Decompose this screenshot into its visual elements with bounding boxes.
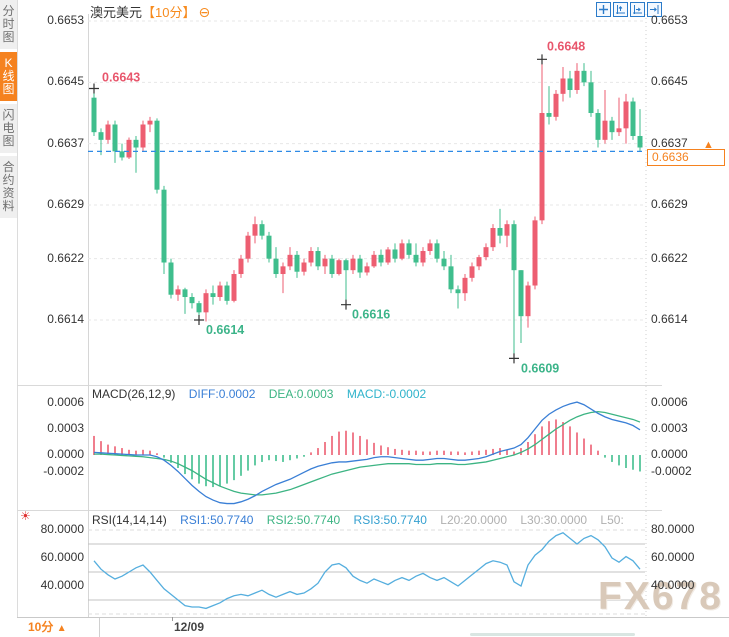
macd-header: MACD(26,12,9) DIFF:0.0002 DEA:0.0003 MAC… [92,387,436,401]
axis-label: 0.6614 [47,312,84,326]
chart-title: 澳元美元【10分】 ⊖ [90,2,211,20]
axis-label: 80.0000 [40,522,84,536]
axis-label: 60.0000 [40,550,84,564]
main-candlestick-chart[interactable]: 0.6643 0.6614 0.6616 0.6609 0.6648 [88,14,648,385]
macd-hist-value: MACD:-0.0002 [346,387,427,401]
macd-diff-value: DIFF:0.0002 [188,387,256,401]
axis-label: 0.6614 [651,312,688,326]
svg-text:0.6614: 0.6614 [206,323,244,337]
axis-label: 0.0003 [47,420,84,435]
chart-toolbar [596,2,662,17]
zoom-x-axis-icon[interactable] [630,2,645,17]
period-selector[interactable]: 10分 ▲ [17,618,100,637]
period-label: 【10分】 [142,5,196,20]
zoom-out-icon[interactable]: ⊖ [198,4,211,20]
axis-label: 0.6622 [651,250,688,265]
axis-label: 0.0000 [651,447,688,461]
rsi-l50-label: L50: [600,513,624,527]
sidebar-tab-flash-chart[interactable]: 闪电图 [0,104,17,153]
axis-label: 40.0000 [651,578,695,592]
axis-label: 0.6653 [47,13,84,27]
date-tick [172,617,173,621]
axis-label: 0.6645 [47,74,84,89]
symbol-name: 澳元美元 [90,5,143,20]
axis-label: 0.6629 [651,197,688,211]
macd-panel-chart[interactable] [88,386,648,510]
svg-text:0.6609: 0.6609 [521,361,559,375]
rsi-l20-label: L20:20.0000 [440,513,507,527]
bottom-bar: 10分 ▲ 12/09 [17,617,729,637]
sidebar-tab-contract-info[interactable]: 合约资料 [0,156,17,218]
axis-label: 0.0000 [47,447,84,461]
sidebar-tab-kline-chart[interactable]: K线图 [0,52,17,101]
axis-label: 0.0003 [651,420,688,435]
rsi3-value: RSI3:50.7740 [353,513,427,527]
plot-left-border [88,14,89,617]
axis-label: 0.6645 [651,74,688,89]
go-to-latest-icon[interactable] [647,2,662,17]
horizontal-scrollbar-thumb[interactable] [470,633,635,636]
watermark: FX678 [598,575,723,618]
rsi1-value: RSI1:50.7740 [180,513,254,527]
axis-label: 0.6653 [651,13,688,27]
rsi-params: RSI(14,14,14) [92,513,167,527]
rsi-header: RSI(14,14,14) RSI1:50.7740 RSI2:50.7740 … [92,513,634,527]
price-up-arrow-icon: ▲ [703,139,714,151]
panel-divider [17,385,662,386]
axis-label: 0.0006 [47,394,84,409]
axis-label: 0.6629 [47,197,84,211]
svg-text:0.6643: 0.6643 [102,70,140,84]
axis-label: 0.6637 [47,135,84,150]
axis-label: -0.0002 [651,464,692,479]
macd-dea-value: DEA:0.0003 [268,387,334,401]
macd-params: MACD(26,12,9) [92,387,176,401]
axis-label: 0.0006 [651,394,688,409]
axis-label: 40.0000 [40,578,84,592]
period-text: 10分 [28,620,54,634]
sidebar-tab-timeline-chart[interactable]: 分时图 [0,0,17,49]
panel-divider [17,510,662,511]
current-price-badge: 0.6636 [647,149,725,166]
axis-label: 0.6637 [651,135,688,150]
move-icon[interactable] [596,2,611,17]
sidebar: 分时图 K线图 闪电图 合约资料 [0,0,18,637]
rsi-l30-label: L30:30.0000 [520,513,588,527]
axis-label: -0.0002 [43,464,84,479]
svg-text:0.6616: 0.6616 [352,308,390,322]
axis-label: 80.0000 [651,522,695,536]
zoom-y-axis-icon[interactable] [613,2,628,17]
x-axis-date-label: 12/09 [174,620,205,634]
period-dropdown-arrow-icon: ▲ [56,623,67,634]
live-indicator-icon[interactable]: ☀ [20,509,31,523]
axis-label: 0.6622 [47,250,84,265]
rsi2-value: RSI2:50.7740 [266,513,341,527]
svg-text:0.6648: 0.6648 [547,39,585,53]
rsi-panel-chart[interactable] [88,511,648,617]
axis-label: 60.0000 [651,550,695,564]
